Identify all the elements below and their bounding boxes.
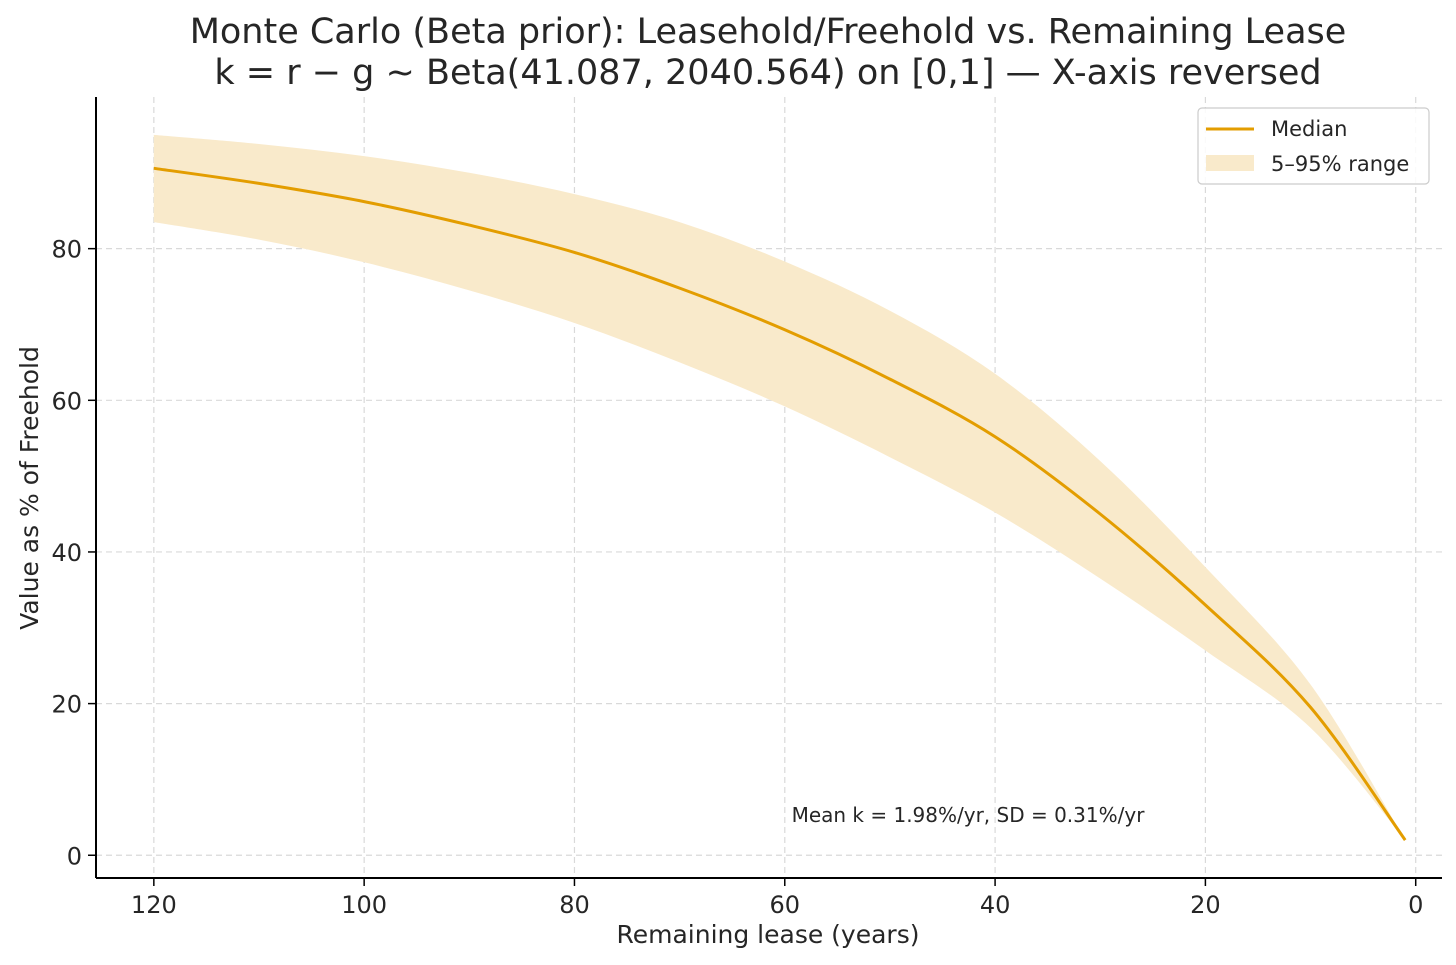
legend-band-label: 5–95% range — [1271, 152, 1409, 176]
chart-subtitle: k = r − g ~ Beta(41.087, 2040.564) on [0… — [214, 53, 1321, 93]
y-tick-label: 80 — [51, 236, 82, 264]
y-tick-label: 20 — [51, 691, 82, 719]
y-tick-label: 40 — [51, 539, 82, 567]
x-tick-label: 40 — [980, 891, 1011, 919]
percentile-band — [153, 134, 1406, 841]
legend-median-label: Median — [1271, 117, 1347, 141]
y-axis-ticks: 0 20 40 60 80 — [51, 236, 96, 870]
x-tick-label: 20 — [1190, 891, 1221, 919]
annotation-mean-sd: Mean k = 1.98%/yr, SD = 0.31%/yr — [792, 803, 1146, 827]
x-tick-label: 60 — [770, 891, 801, 919]
legend: Median 5–95% range — [1197, 107, 1430, 185]
legend-box — [1197, 107, 1430, 185]
x-tick-label: 0 — [1408, 891, 1423, 919]
legend-band-swatch — [1206, 155, 1254, 171]
x-tick-label: 80 — [559, 891, 590, 919]
y-axis-label: Value as % of Freehold — [15, 346, 44, 630]
y-tick-label: 0 — [67, 842, 82, 870]
x-tick-label: 120 — [131, 891, 177, 919]
x-axis-label: Remaining lease (years) — [616, 920, 919, 949]
axes — [95, 97, 1442, 879]
x-tick-label: 100 — [341, 891, 387, 919]
x-axis-ticks: 120 100 80 60 40 20 0 — [131, 878, 1423, 919]
median-line — [153, 166, 1407, 841]
chart-title: Monte Carlo (Beta prior): Leasehold/Free… — [190, 12, 1347, 52]
y-tick-label: 60 — [51, 387, 82, 415]
